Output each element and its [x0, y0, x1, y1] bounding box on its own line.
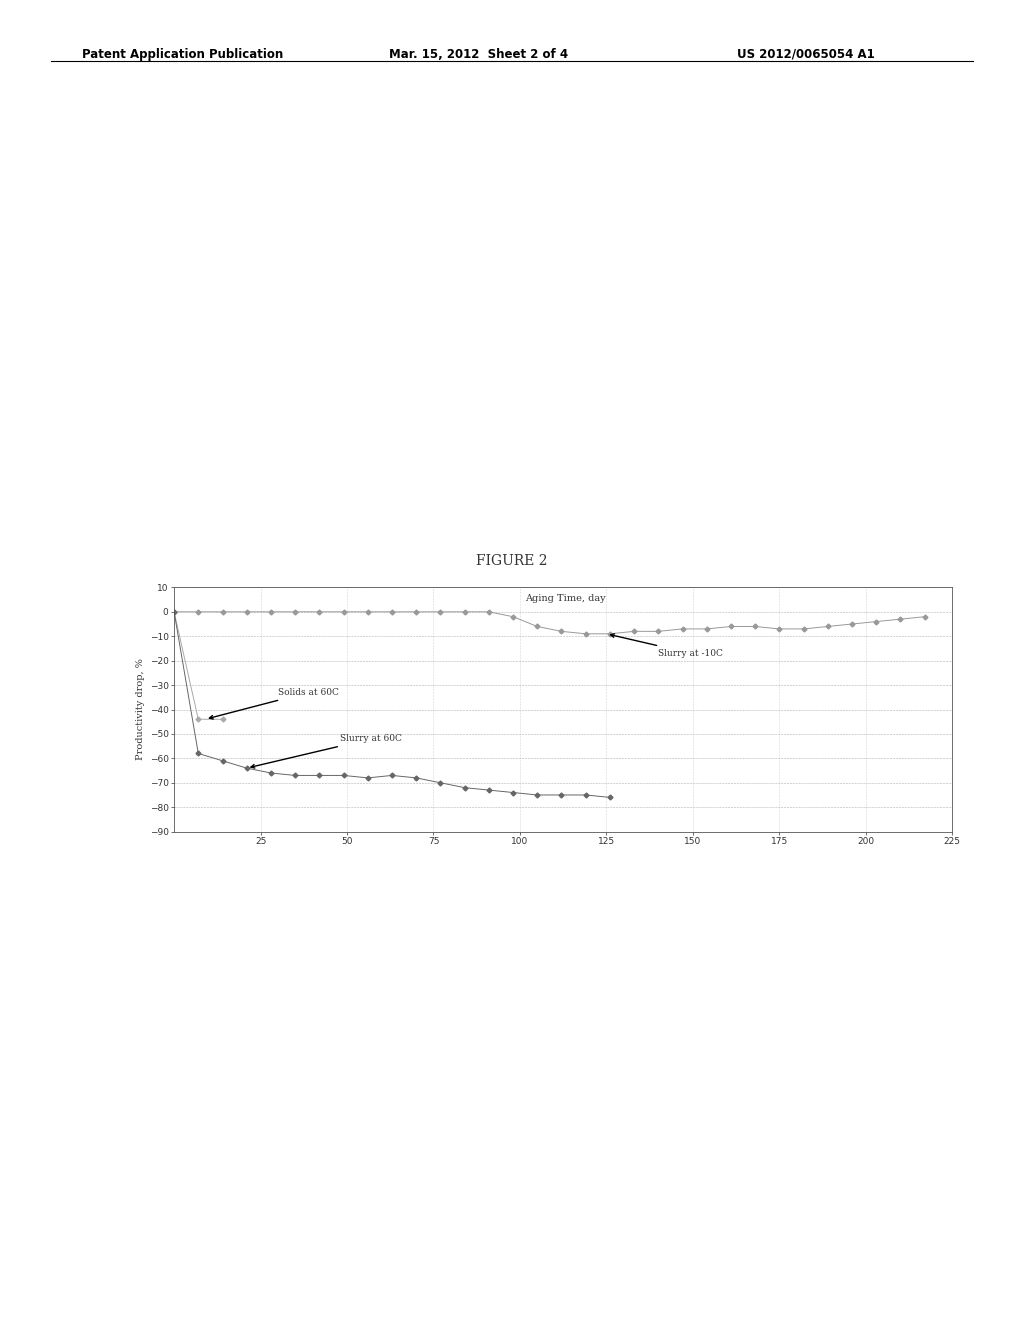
- Text: Slurry at 60C: Slurry at 60C: [251, 734, 402, 768]
- Text: Aging Time, day: Aging Time, day: [524, 594, 605, 602]
- Text: US 2012/0065054 A1: US 2012/0065054 A1: [737, 48, 876, 61]
- Text: FIGURE 2: FIGURE 2: [476, 554, 548, 568]
- Y-axis label: Productivity drop, %: Productivity drop, %: [136, 659, 145, 760]
- Text: Mar. 15, 2012  Sheet 2 of 4: Mar. 15, 2012 Sheet 2 of 4: [389, 48, 568, 61]
- Text: Solids at 60C: Solids at 60C: [209, 688, 339, 719]
- Text: Patent Application Publication: Patent Application Publication: [82, 48, 284, 61]
- Text: Slurry at -10C: Slurry at -10C: [610, 634, 723, 657]
